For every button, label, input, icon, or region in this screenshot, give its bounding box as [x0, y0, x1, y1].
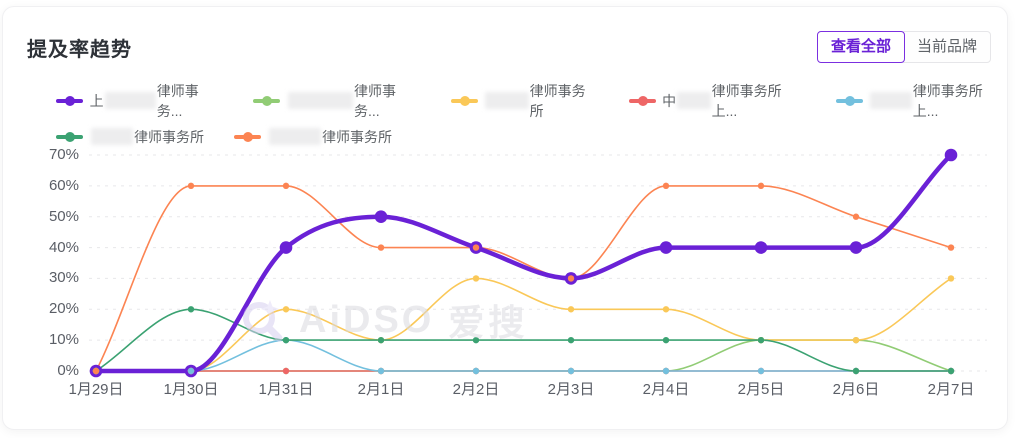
view-toggle: 查看全部 当前品牌 — [816, 31, 991, 63]
data-point[interactable] — [567, 306, 575, 313]
data-point[interactable] — [662, 306, 670, 313]
series-line — [95, 308, 952, 372]
legend-label: 律师事务所 — [90, 127, 204, 147]
legend-marker-icon — [253, 95, 281, 106]
legend-item[interactable]: 中律师事务所上... — [628, 81, 806, 121]
data-point[interactable] — [757, 367, 765, 375]
redacted-text — [287, 92, 353, 109]
x-tick-label: 2月7日 — [927, 381, 975, 398]
legend-marker-icon — [628, 95, 656, 106]
x-tick-label: 2月5日 — [737, 381, 785, 398]
legend-marker-icon — [56, 95, 83, 106]
data-point[interactable] — [377, 367, 385, 375]
trend-chart[interactable]: 0% 10% 20% 30% 40% 50% 60% 70% 1月29日 1月30日 1月31日 2… — [3, 144, 1007, 424]
data-point[interactable] — [374, 210, 388, 224]
data-point[interactable] — [279, 241, 293, 254]
data-point[interactable] — [187, 306, 195, 313]
legend-item[interactable]: 律师事务所 — [234, 127, 392, 147]
data-point[interactable] — [852, 336, 860, 344]
legend-label: 律师事务所上... — [869, 81, 1007, 121]
series-line — [95, 277, 952, 372]
data-point[interactable] — [282, 306, 290, 313]
y-tick-label: 20% — [48, 300, 79, 318]
data-point[interactable] — [187, 367, 195, 375]
data-point[interactable] — [659, 241, 673, 254]
series-line-emphasis — [93, 152, 954, 374]
data-point[interactable] — [757, 336, 765, 344]
series-line — [95, 185, 952, 372]
data-point[interactable] — [377, 336, 385, 344]
data-point[interactable] — [187, 182, 195, 190]
data-point[interactable] — [567, 275, 575, 282]
legend-marker-icon — [234, 131, 261, 142]
data-point[interactable] — [662, 182, 670, 190]
series-line — [95, 339, 952, 372]
redacted-text — [269, 128, 321, 145]
legend-row: 上律师事务... 律师事务... 律师事务所 中律师事务所上... 律师事务所上... — [56, 83, 1007, 119]
redacted-text — [870, 92, 912, 109]
legend-item[interactable]: 律师事务... — [253, 81, 420, 121]
y-tick-label: 10% — [48, 331, 79, 349]
x-tick-label: 2月3日 — [547, 381, 595, 398]
legend-marker-icon — [56, 131, 83, 142]
legend-item[interactable]: 上律师事务... — [56, 81, 223, 121]
data-point[interactable] — [567, 367, 575, 375]
y-tick-label: 50% — [48, 207, 79, 225]
legend-label: 律师事务所 — [268, 127, 392, 147]
data-point[interactable] — [757, 182, 765, 190]
redacted-text — [485, 92, 529, 109]
data-point[interactable] — [472, 275, 480, 282]
legend-marker-icon — [450, 95, 478, 106]
x-tick-label: 1月30日 — [163, 381, 219, 398]
data-point[interactable] — [947, 244, 955, 251]
redacted-text — [91, 128, 133, 145]
y-tick-label: 0% — [57, 362, 79, 379]
legend-label: 中律师事务所上... — [662, 82, 782, 119]
data-point[interactable] — [662, 336, 670, 344]
data-point[interactable] — [567, 336, 575, 344]
y-tick-label: 30% — [48, 269, 79, 287]
data-point[interactable] — [852, 367, 860, 375]
x-tick-label: 2月6日 — [832, 381, 880, 398]
data-point[interactable] — [377, 244, 385, 251]
legend-label: 律师事务所 — [484, 81, 598, 121]
y-tick-label: 70% — [48, 146, 79, 163]
data-point[interactable] — [472, 367, 480, 375]
data-point[interactable] — [472, 244, 480, 251]
legend-item[interactable]: 律师事务所 — [56, 127, 204, 147]
redacted-text — [104, 92, 156, 109]
data-point[interactable] — [944, 148, 958, 162]
legend-item[interactable]: 律师事务所 — [450, 81, 599, 121]
x-tick-label: 1月31日 — [258, 381, 314, 398]
legend-row: 律师事务所 律师事务所 — [56, 123, 1007, 150]
redacted-text — [677, 92, 711, 109]
chart-card: 提及率趋势 查看全部 当前品牌 上律师事务... 律师事务... 律师事务所 中律师事… — [2, 6, 1008, 430]
x-tick-label: 2月4日 — [642, 381, 690, 398]
data-point[interactable] — [282, 336, 290, 344]
data-point[interactable] — [852, 213, 860, 220]
data-point[interactable] — [472, 336, 480, 344]
data-point[interactable] — [282, 182, 290, 190]
x-tick-label: 2月1日 — [357, 381, 405, 398]
legend-item[interactable]: 律师事务所上... — [835, 81, 1007, 121]
data-point[interactable] — [92, 367, 100, 375]
x-tick-label: 2月2日 — [452, 381, 500, 398]
data-point[interactable] — [282, 367, 290, 375]
data-point[interactable] — [947, 367, 955, 375]
chart-plot-area[interactable] — [3, 144, 1007, 384]
x-tick-label: 1月29日 — [68, 381, 124, 398]
data-point[interactable] — [754, 241, 768, 254]
data-point[interactable] — [662, 367, 670, 375]
data-point[interactable] — [947, 275, 955, 282]
current-brand-button[interactable]: 当前品牌 — [902, 31, 991, 63]
legend-marker-icon — [835, 95, 863, 106]
legend-label: 律师事务... — [287, 81, 421, 121]
chart-legend: 上律师事务... 律师事务... 律师事务所中律师事务所上... 律师事务所上... 律… — [56, 83, 1007, 150]
y-tick-label: 60% — [48, 176, 79, 194]
view-all-button[interactable]: 查看全部 — [816, 31, 905, 63]
data-point[interactable] — [849, 241, 863, 254]
page-title: 提及率趋势 — [27, 39, 132, 61]
y-tick-label: 40% — [48, 238, 79, 256]
legend-label: 上律师事务... — [89, 82, 199, 119]
